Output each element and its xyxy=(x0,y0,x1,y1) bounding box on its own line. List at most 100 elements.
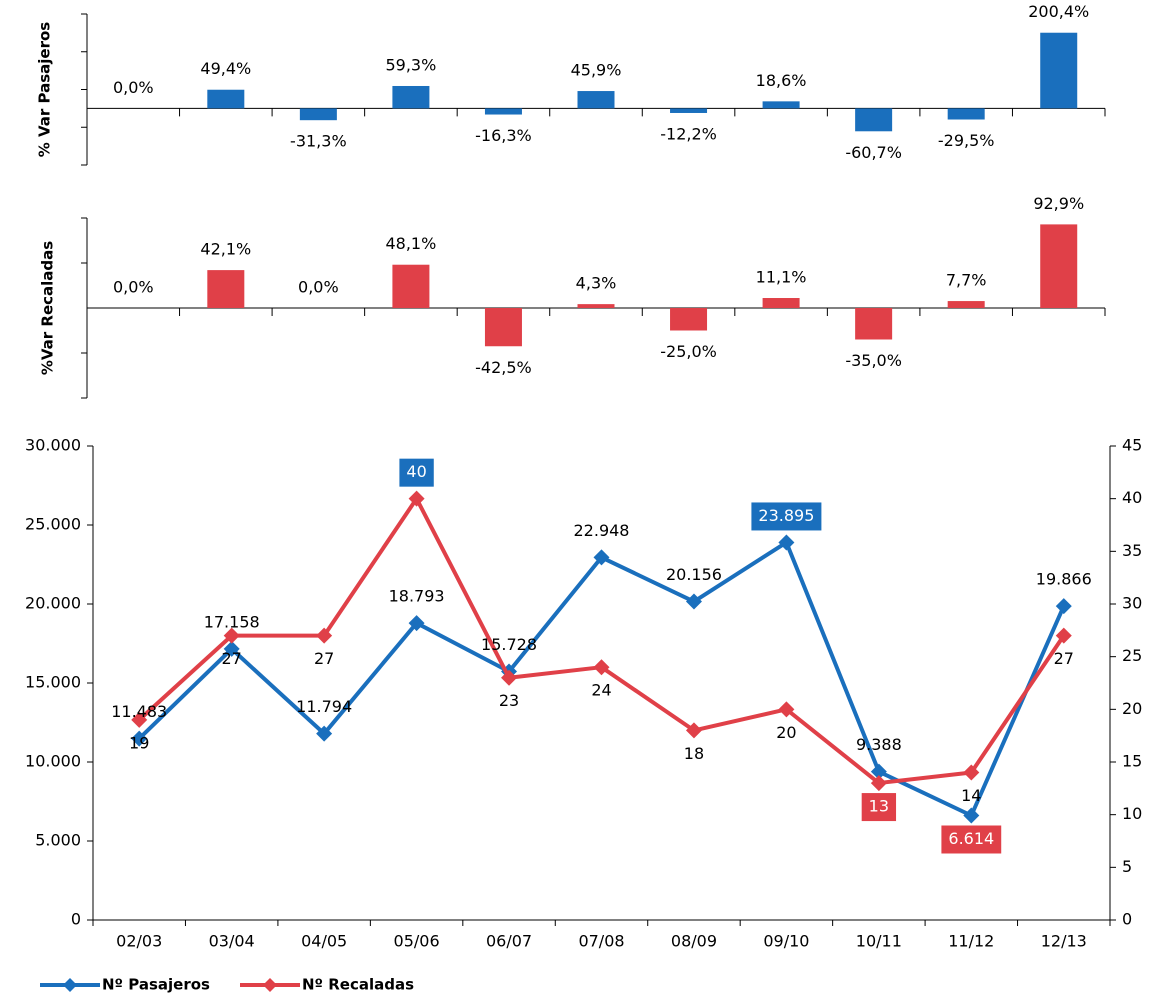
y2-tick-label: 5 xyxy=(1122,857,1132,876)
bar xyxy=(207,89,245,109)
y2-tick-label: 0 xyxy=(1122,910,1132,929)
marker xyxy=(963,807,980,824)
data-label: -16,3% xyxy=(475,126,532,145)
y2-tick-label: 15 xyxy=(1122,752,1142,771)
y-tick-label: 25.000 xyxy=(25,515,81,534)
data-label: 18 xyxy=(684,744,704,763)
data-label-group: 22.948 xyxy=(574,521,630,540)
data-label: 11.794 xyxy=(296,697,352,716)
bar xyxy=(1040,224,1078,308)
data-label-box xyxy=(861,793,897,822)
bar xyxy=(207,270,245,308)
data-label: 11.483 xyxy=(111,702,167,721)
legend-marker xyxy=(263,978,277,992)
data-label-group: 11.483 xyxy=(111,702,167,721)
data-label-group: 27 xyxy=(1054,649,1074,668)
x-tick-label: 02/03 xyxy=(116,932,162,951)
bar xyxy=(855,108,893,132)
bar xyxy=(670,108,708,113)
data-label-group: 17.158 xyxy=(204,612,260,631)
data-label: 19 xyxy=(129,733,149,752)
data-label: 20.156 xyxy=(666,565,722,584)
y-axis-title: %Var Recaladas xyxy=(39,241,57,375)
bar xyxy=(299,108,337,121)
marker xyxy=(408,615,425,632)
y2-tick-label: 40 xyxy=(1122,488,1142,507)
bar xyxy=(392,264,430,308)
data-label-group: 19 xyxy=(129,733,149,752)
data-label: 4,3% xyxy=(576,274,617,293)
bar xyxy=(484,308,522,347)
marker xyxy=(870,775,887,792)
data-label: 13 xyxy=(869,797,889,816)
data-label-group: 40 xyxy=(399,458,434,487)
data-label-group: 27 xyxy=(222,649,242,668)
data-label: 23 xyxy=(499,691,519,710)
data-label: 59,3% xyxy=(385,55,436,74)
bar xyxy=(392,85,430,109)
bar xyxy=(947,108,985,120)
marker xyxy=(408,490,425,507)
x-tick-label: 03/04 xyxy=(209,932,255,951)
data-label: 40 xyxy=(406,462,426,481)
data-label: 20 xyxy=(776,723,796,742)
data-label: 11,1% xyxy=(756,268,807,287)
x-tick-label: 05/06 xyxy=(394,932,440,951)
data-label: 48,1% xyxy=(385,234,436,253)
data-label-group: 14 xyxy=(961,786,981,805)
data-label: 19.866 xyxy=(1036,570,1092,589)
data-label: 200,4% xyxy=(1028,2,1089,21)
data-label: -35,0% xyxy=(845,351,902,370)
y2-tick-label: 25 xyxy=(1122,646,1142,665)
marker xyxy=(778,701,795,718)
data-label-group: 20.156 xyxy=(666,565,722,584)
data-label-group: 20 xyxy=(776,723,796,742)
series-line xyxy=(137,540,1066,818)
marker xyxy=(593,659,610,676)
marker xyxy=(963,764,980,781)
data-label: 0,0% xyxy=(113,278,154,297)
y2-tick-label: 30 xyxy=(1122,594,1142,613)
data-label: -29,5% xyxy=(938,131,995,150)
data-label: 6.614 xyxy=(948,829,994,848)
x-tick-label: 11/12 xyxy=(948,932,994,951)
y-tick-label: 20.000 xyxy=(25,594,81,613)
data-label: 17.158 xyxy=(204,612,260,631)
data-label: -12,2% xyxy=(660,124,717,143)
data-label: 14 xyxy=(961,786,981,805)
marker xyxy=(685,593,702,610)
bar xyxy=(484,108,522,115)
data-label-box xyxy=(751,502,822,531)
marker xyxy=(131,711,148,728)
marker xyxy=(316,627,333,644)
data-label-group: 11.794 xyxy=(296,697,352,716)
marker xyxy=(593,549,610,566)
marker xyxy=(131,730,148,747)
data-label: 45,9% xyxy=(571,61,622,80)
x-tick-label: 08/09 xyxy=(671,932,717,951)
y2-tick-label: 20 xyxy=(1122,699,1142,718)
data-label: 27 xyxy=(1054,649,1074,668)
y-tick-label: 15.000 xyxy=(25,673,81,692)
data-label: -60,7% xyxy=(845,143,902,162)
bar xyxy=(762,101,800,109)
data-label: -25,0% xyxy=(660,342,717,361)
data-label-box xyxy=(399,458,434,487)
marker xyxy=(778,534,795,551)
marker xyxy=(685,722,702,739)
bar xyxy=(577,304,615,308)
data-label-group: 19.866 xyxy=(1036,570,1092,589)
x-tick-label: 10/11 xyxy=(856,932,902,951)
y-tick-label: 30.000 xyxy=(25,436,81,455)
data-label-group: 23.895 xyxy=(751,502,822,531)
data-label: 42,1% xyxy=(200,240,251,259)
bar xyxy=(670,308,708,331)
y-tick-label: 0 xyxy=(71,910,81,929)
data-label: 7,7% xyxy=(946,271,987,290)
marker xyxy=(501,669,518,686)
data-label: 0,0% xyxy=(113,78,154,97)
data-label-group: 18.793 xyxy=(389,587,445,606)
x-tick-label: 09/10 xyxy=(763,932,809,951)
y2-tick-label: 10 xyxy=(1122,804,1142,823)
x-tick-label: 07/08 xyxy=(578,932,624,951)
